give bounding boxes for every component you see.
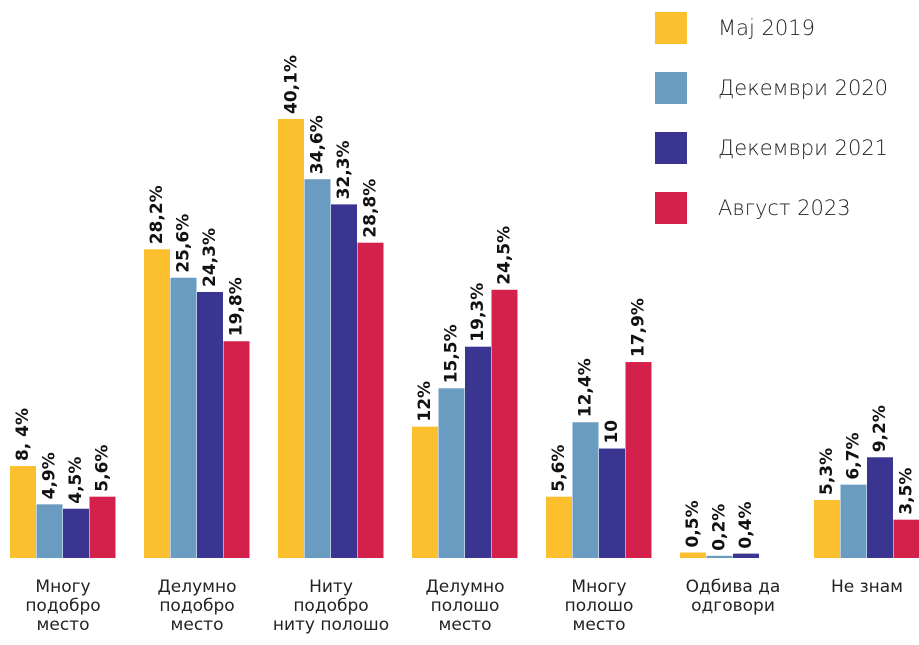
x-tick-label: Делумно подобро место: [157, 577, 237, 635]
legend-swatch: [655, 12, 687, 44]
bar: [357, 242, 384, 558]
value-label: 0,4%: [736, 501, 756, 548]
legend-text: Мај 2019: [718, 16, 815, 40]
value-label: 3,5%: [897, 468, 917, 515]
bar: [63, 508, 89, 558]
value-label: 15,5%: [442, 324, 462, 383]
value-label: 5,3%: [817, 448, 837, 495]
value-label: 8, 4%: [13, 408, 33, 461]
legend-swatch: [655, 192, 687, 224]
value-label: 4,5%: [66, 457, 86, 504]
x-tick-label: Ниту подобро ниту полошо: [272, 577, 390, 635]
bar: [331, 204, 357, 558]
bar: [706, 555, 733, 558]
value-label: 0,5%: [683, 500, 703, 547]
x-tick-label: Одбива да одговори: [685, 577, 781, 616]
value-label: 0,2%: [710, 504, 730, 551]
x-tick-label: Многу подобро место: [25, 577, 101, 635]
value-label: 5,6%: [549, 445, 569, 492]
bar: [625, 362, 652, 558]
x-tick-label: Делумно полошо место: [425, 577, 505, 635]
bar: [304, 179, 331, 558]
bar: [412, 426, 438, 558]
bar: [893, 519, 919, 558]
value-label: 25,6%: [174, 214, 194, 273]
value-label: 12,4%: [576, 358, 596, 417]
bar: [170, 277, 197, 558]
value-label: 5,6%: [93, 445, 113, 492]
bar: [465, 346, 491, 558]
bar: [144, 249, 170, 559]
x-tick-label: Многу полошо место: [564, 577, 634, 635]
x-tick-label: Не знам: [830, 577, 904, 597]
legend-swatch: [655, 72, 687, 104]
bar: [814, 499, 840, 558]
bar: [733, 553, 759, 558]
value-label: 28,8%: [361, 179, 381, 238]
value-label: 12%: [415, 381, 435, 422]
bar: [10, 466, 36, 558]
legend-text: Август 2023: [718, 196, 851, 220]
bar: [36, 504, 63, 558]
bar: [438, 388, 465, 558]
bar: [599, 448, 625, 558]
bar: [867, 457, 893, 558]
bar: [840, 484, 867, 558]
value-label: 6,7%: [844, 432, 864, 479]
value-label: 34,6%: [308, 115, 328, 174]
value-label: 4,9%: [40, 452, 60, 499]
legend-text: Декември 2021: [718, 136, 888, 160]
bar: [223, 341, 250, 558]
value-label: 17,9%: [629, 298, 649, 357]
bar: [491, 289, 518, 558]
legend-swatch: [655, 132, 687, 164]
value-label: 28,2%: [147, 185, 167, 244]
bar: [680, 552, 706, 558]
value-label: 24,3%: [200, 228, 220, 287]
bar: [197, 291, 223, 558]
value-label: 32,3%: [334, 140, 354, 199]
value-label: 40,1%: [281, 55, 301, 114]
legend-text: Декември 2020: [718, 76, 888, 100]
value-label: 10: [602, 420, 622, 444]
value-label: 19,3%: [468, 283, 488, 342]
value-label: 24,5%: [495, 226, 515, 285]
value-label: 9,2%: [870, 405, 890, 452]
bar: [546, 496, 572, 558]
bar: [278, 119, 304, 558]
value-label: 19,8%: [227, 277, 247, 336]
bar: [572, 422, 599, 558]
bar: [89, 496, 116, 558]
